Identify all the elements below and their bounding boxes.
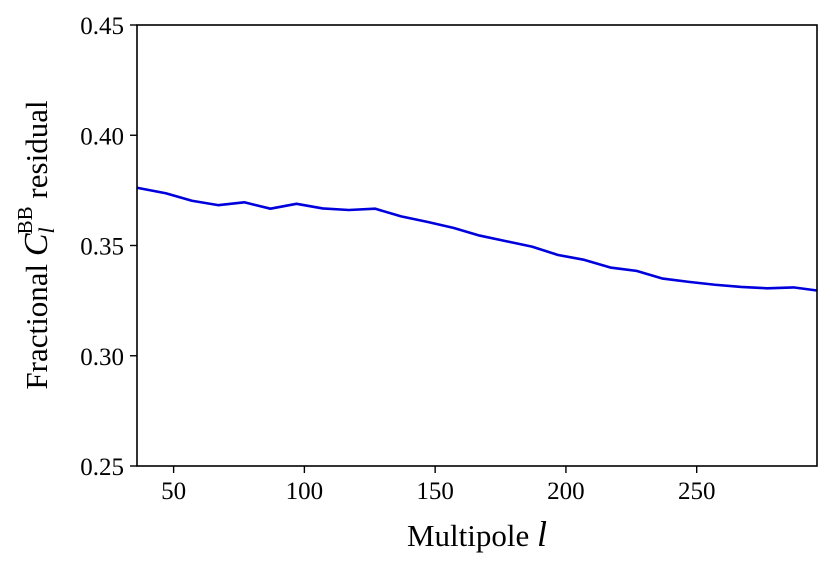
series-layer — [136, 186, 818, 292]
x-tick-label: 150 — [416, 478, 454, 505]
y-tick-label: 0.35 — [80, 234, 124, 261]
y-tick-label: 0.45 — [80, 13, 124, 40]
x-axis-label: Multipole l — [407, 514, 547, 554]
y-axis-label-symbol: C — [18, 233, 55, 256]
x-axis-ticks: 50 100 150 200 250 — [161, 466, 715, 505]
x-tick-label: 250 — [678, 478, 716, 505]
plot-area — [137, 25, 817, 466]
y-tick-label: 0.30 — [80, 344, 124, 371]
y-axis-ticks: 0.25 0.30 0.35 0.40 0.45 — [80, 13, 137, 481]
y-axis-label-superscript: BB — [13, 206, 37, 234]
y-axis-label-prefix: Fractional — [19, 256, 54, 389]
y-axis-label-suffix: residual — [19, 100, 54, 206]
y-tick-label: 0.40 — [80, 123, 124, 150]
y-axis-label-subscript: l — [34, 227, 59, 233]
y-tick-label: 0.25 — [80, 454, 124, 481]
x-tick-label: 200 — [547, 478, 585, 505]
x-axis-label-prefix: Multipole — [407, 518, 537, 553]
y-axis-label: Fractional ClBB residual — [13, 100, 59, 389]
series-line — [136, 186, 818, 292]
x-tick-label: 100 — [286, 478, 324, 505]
x-axis-label-symbol: l — [537, 514, 547, 554]
x-tick-label: 50 — [161, 478, 186, 505]
